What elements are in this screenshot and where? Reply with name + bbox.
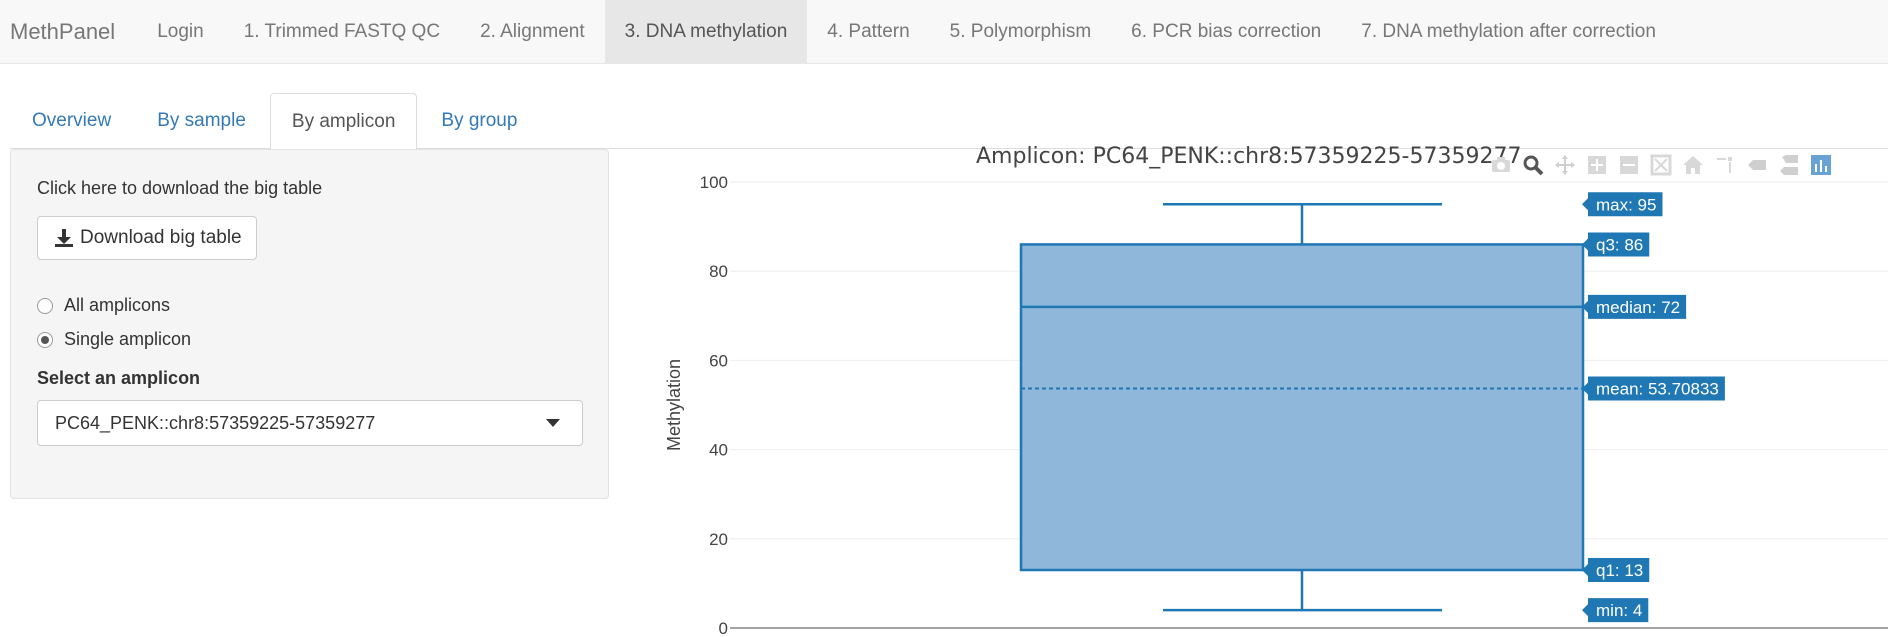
- pan-icon[interactable]: [1554, 154, 1576, 176]
- nav-item-alignment[interactable]: 2. Alignment: [480, 20, 585, 42]
- spike-lines-icon[interactable]: [1714, 154, 1736, 176]
- amplicon-select[interactable]: PC64_PENK::chr8:57359225-57359277: [37, 400, 583, 446]
- radio-single-amplicon-label: Single amplicon: [64, 329, 192, 349]
- hover-label-mean: mean: 53.70833: [1582, 376, 1725, 401]
- radio-all-amplicons[interactable]: All amplicons: [37, 295, 170, 316]
- hover-closest-icon[interactable]: [1746, 154, 1768, 176]
- y-tick-label: 0: [719, 619, 728, 637]
- hover-label-background: [1582, 232, 1650, 257]
- hover-label-q1: q1: 13: [1582, 558, 1650, 583]
- hover-compare-icon[interactable]: [1778, 154, 1800, 176]
- hover-label-background: [1582, 376, 1725, 401]
- nav-item-dna-methylation[interactable]: 3. DNA methylation: [604, 0, 808, 63]
- hover-label-background: [1582, 192, 1663, 217]
- sidebar-panel: Click here to download the big table Dow…: [10, 149, 609, 499]
- radio-single-amplicon[interactable]: Single amplicon: [37, 329, 191, 350]
- app-brand[interactable]: MethPanel: [10, 18, 116, 44]
- hover-label-median: median: 72: [1582, 294, 1687, 319]
- nav-item-login[interactable]: Login: [157, 20, 204, 42]
- hover-label-text: max: 95: [1596, 195, 1656, 214]
- hover-label-text: q3: 86: [1596, 235, 1643, 254]
- zoom-out-icon[interactable]: [1618, 154, 1640, 176]
- tab-bar: Overview By sample By amplicon By group: [10, 93, 1888, 150]
- hover-label-min: min: 4: [1582, 598, 1649, 623]
- radio-all-amplicons-label: All amplicons: [64, 295, 171, 315]
- download-big-table-button[interactable]: Download big table: [37, 216, 257, 260]
- y-tick-label: 40: [709, 441, 728, 460]
- top-navbar: MethPanel Login 1. Trimmed FASTQ QC 2. A…: [0, 0, 1888, 64]
- chevron-down-icon[interactable]: [546, 419, 560, 427]
- hover-label-max: max: 95: [1582, 192, 1663, 217]
- hover-label-q3: q3: 86: [1582, 232, 1650, 257]
- hover-label-text: q1: 13: [1596, 561, 1643, 580]
- radio-single-amplicon-circle[interactable]: [37, 331, 53, 348]
- tab-by-group[interactable]: By group: [441, 110, 518, 131]
- plot-modebar: [1490, 154, 1842, 176]
- hover-label-background: [1582, 294, 1687, 319]
- reset-axes-icon[interactable]: [1682, 154, 1704, 176]
- y-axis-label: Methylation: [664, 359, 684, 451]
- y-tick-label: 60: [709, 351, 728, 370]
- y-tick-label: 20: [709, 530, 728, 549]
- tab-overview[interactable]: Overview: [32, 110, 112, 131]
- box-body: [1019, 243, 1585, 572]
- tab-by-sample[interactable]: By sample: [157, 110, 246, 131]
- zoom-icon[interactable]: [1522, 154, 1544, 176]
- nav-item-pcr-bias-correction[interactable]: 6. PCR bias correction: [1131, 20, 1322, 42]
- hover-label-text: mean: 53.70833: [1596, 379, 1719, 398]
- zoom-in-icon[interactable]: [1586, 154, 1608, 176]
- y-tick-label: 80: [709, 262, 728, 281]
- y-tick-label: 100: [700, 173, 728, 192]
- nav-item-trimmed-fastq-qc[interactable]: 1. Trimmed FASTQ QC: [243, 20, 441, 42]
- plot-title: Amplicon: PC64_PENK::chr8:57359225-57359…: [976, 144, 1522, 169]
- nav-item-methylation-after-correction[interactable]: 7. DNA methylation after correction: [1361, 20, 1656, 42]
- hover-label-text: median: 72: [1596, 298, 1680, 317]
- select-amplicon-label: Select an amplicon: [37, 368, 201, 388]
- plotly-logo-icon[interactable]: [1810, 154, 1832, 176]
- nav-item-pattern[interactable]: 4. Pattern: [827, 20, 910, 42]
- camera-icon[interactable]: [1490, 154, 1512, 176]
- radio-all-amplicons-circle[interactable]: [37, 297, 53, 314]
- hover-label-background: [1582, 558, 1650, 583]
- hover-label-background: [1582, 598, 1649, 623]
- nav-item-polymorphism[interactable]: 5. Polymorphism: [949, 20, 1092, 42]
- autoscale-icon[interactable]: [1650, 154, 1672, 176]
- download-instructions: Click here to download the big table: [37, 178, 323, 198]
- download-button-label: Download big table: [80, 227, 242, 248]
- download-icon: [55, 229, 73, 247]
- hover-label-text: min: 4: [1596, 601, 1642, 620]
- amplicon-select-value: PC64_PENK::chr8:57359225-57359277: [55, 412, 376, 433]
